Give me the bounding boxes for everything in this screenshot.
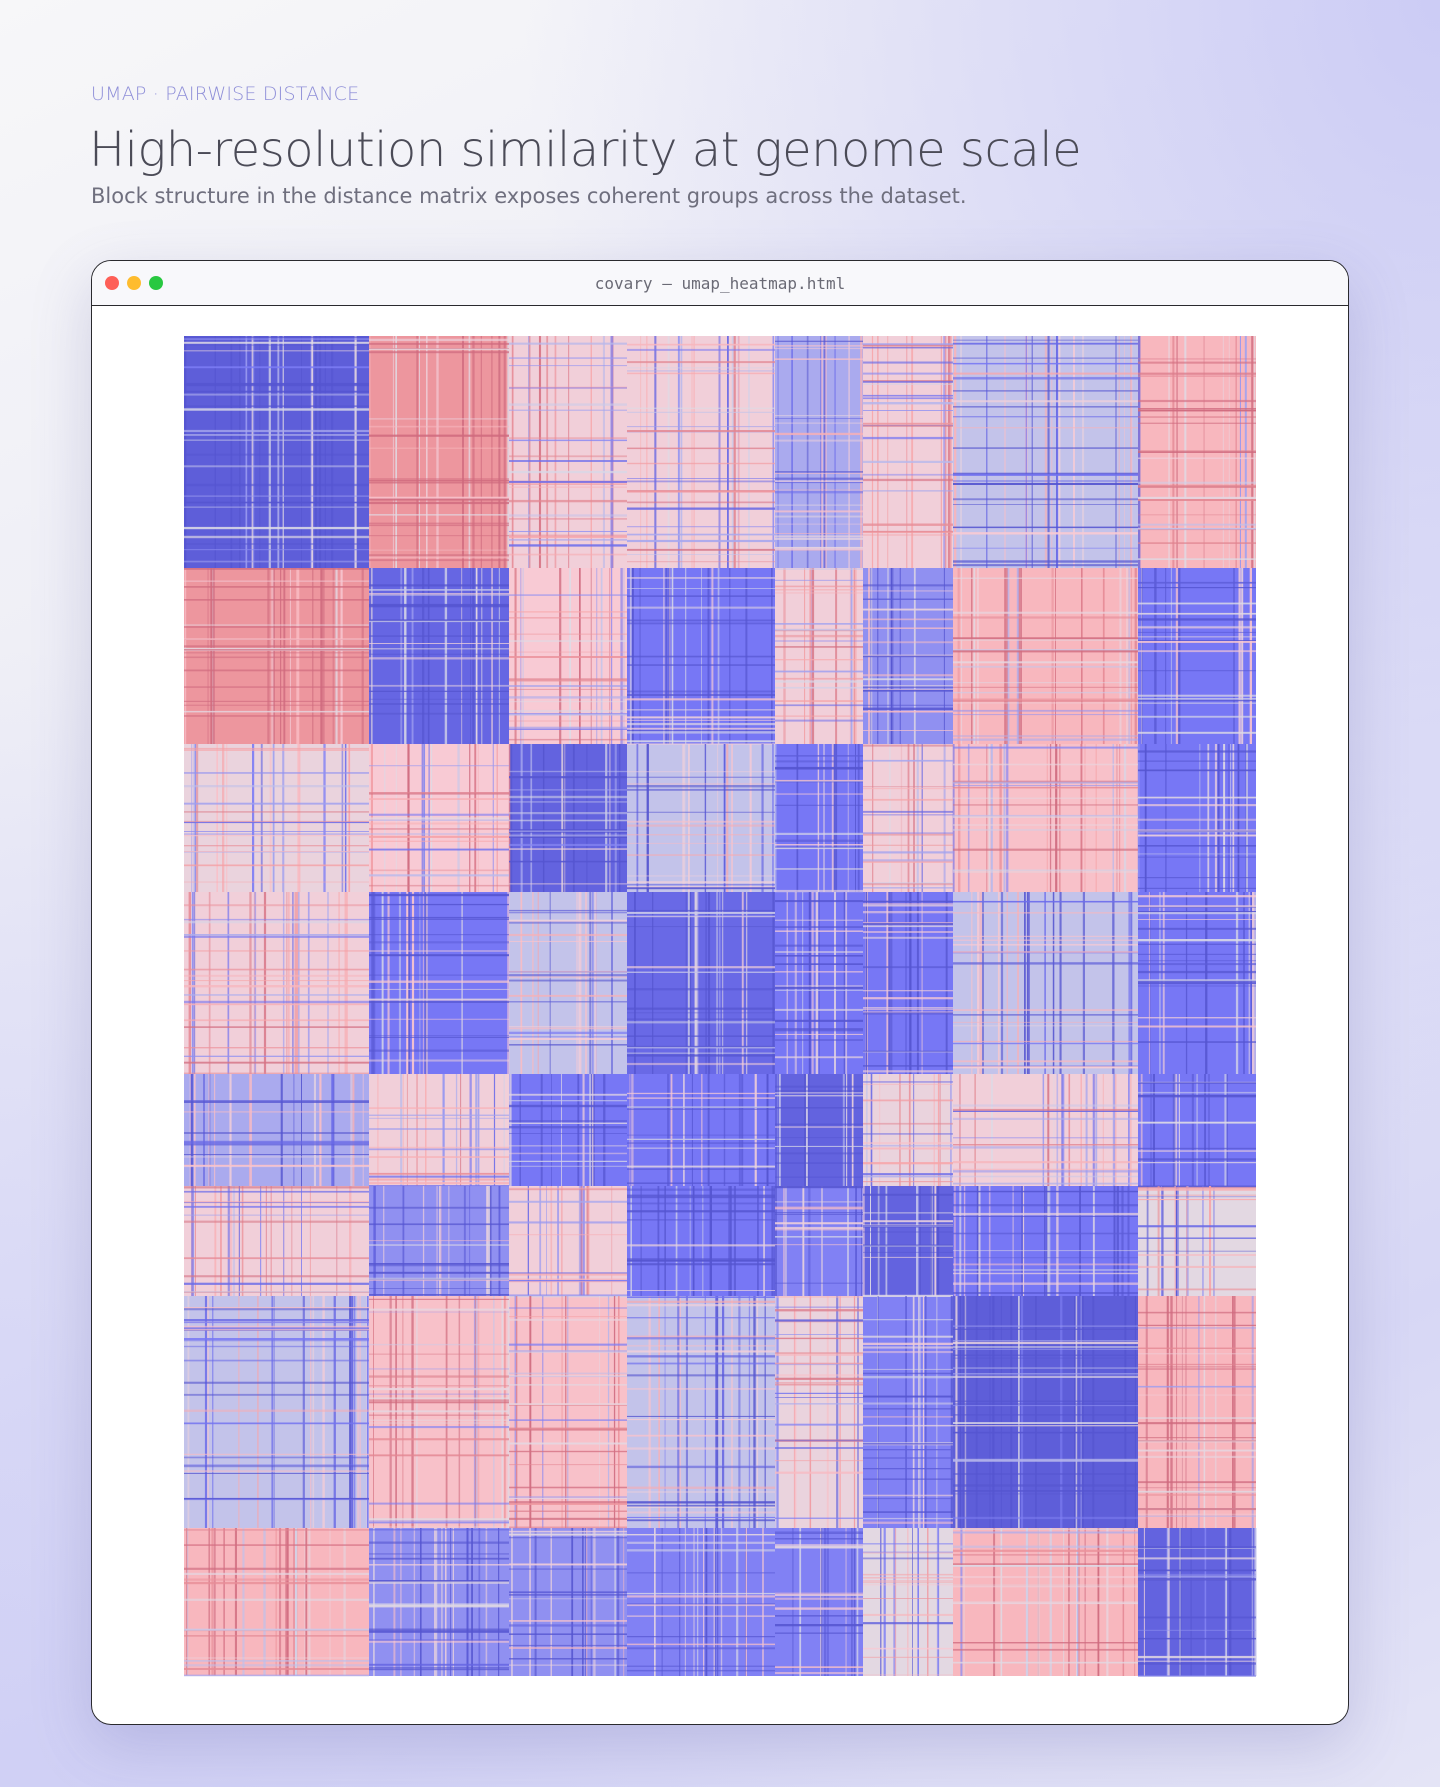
heatmap-block-3-2 — [509, 892, 627, 1074]
heatmap-block-5-4 — [775, 1186, 863, 1296]
heatmap-block-1-4 — [775, 568, 863, 744]
page-subtitle: Block structure in the distance matrix e… — [91, 184, 967, 208]
heatmap-block-4-0 — [184, 1074, 369, 1186]
heatmap-block-4-1 — [369, 1074, 509, 1186]
heatmap-block-3-5 — [863, 892, 953, 1074]
heatmap-block-2-2 — [509, 744, 627, 892]
heatmap-block-0-0 — [184, 336, 369, 568]
window-titlebar: covary — umap_heatmap.html — [92, 261, 1348, 306]
heatmap-block-4-2 — [509, 1074, 627, 1186]
heatmap-block-6-0 — [184, 1296, 369, 1528]
heatmap-chart — [184, 336, 1257, 1677]
heatmap-block-0-3 — [627, 336, 775, 568]
heatmap-block-6-5 — [863, 1296, 953, 1528]
heatmap-block-7-7 — [1138, 1528, 1256, 1676]
heatmap-block-6-4 — [775, 1296, 863, 1528]
heatmap-block-7-2 — [509, 1528, 627, 1676]
heatmap-block-2-3 — [627, 744, 775, 892]
heatmap-block-1-1 — [369, 568, 509, 744]
heatmap-block-2-7 — [1138, 744, 1256, 892]
heatmap-block-6-3 — [627, 1296, 775, 1528]
heatmap-block-6-6 — [953, 1296, 1138, 1528]
minimize-window-dot[interactable] — [127, 276, 141, 290]
heatmap-block-0-1 — [369, 336, 509, 568]
heatmap-block-3-1 — [369, 892, 509, 1074]
heatmap-block-3-3 — [627, 892, 775, 1074]
heatmap-block-1-6 — [953, 568, 1138, 744]
window-title: covary — umap_heatmap.html — [594, 274, 846, 293]
heatmap-block-0-5 — [863, 336, 953, 568]
maximize-window-dot[interactable] — [149, 276, 163, 290]
heatmap-block-4-6 — [953, 1074, 1138, 1186]
heatmap-block-7-1 — [369, 1528, 509, 1676]
heatmap-block-6-7 — [1138, 1296, 1256, 1528]
heatmap-block-5-5 — [863, 1186, 953, 1296]
eyebrow-label: UMAP · PAIRWISE DISTANCE — [91, 83, 360, 105]
page-title: High-resolution similarity at genome sca… — [89, 122, 1082, 178]
heatmap-texture — [184, 336, 1257, 1677]
heatmap-block-5-7 — [1138, 1186, 1256, 1296]
heatmap-block-7-4 — [775, 1528, 863, 1676]
heatmap-block-2-0 — [184, 744, 369, 892]
heatmap-block-7-3 — [627, 1528, 775, 1676]
heatmap-block-0-4 — [775, 336, 863, 568]
close-window-dot[interactable] — [105, 276, 119, 290]
heatmap-block-1-7 — [1138, 568, 1256, 744]
app-window: covary — umap_heatmap.html — [91, 260, 1349, 1725]
heatmap-block-1-0 — [184, 568, 369, 744]
